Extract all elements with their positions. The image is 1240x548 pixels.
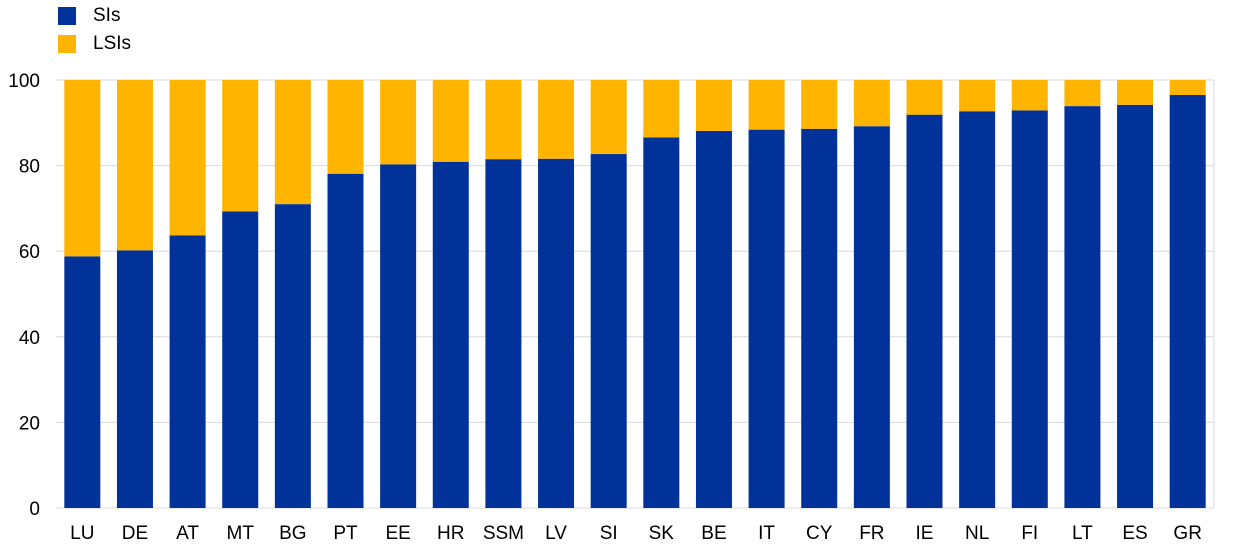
bar-sis-hr [432, 161, 469, 509]
bar-sis-fi [1011, 110, 1048, 508]
bar-sis-fr [853, 126, 890, 508]
bar-lsis-lu [64, 80, 101, 257]
x-tick-label-de: DE [122, 523, 148, 544]
bar-sis-nl [959, 111, 996, 508]
y-tick-label-60: 60 [19, 242, 40, 263]
x-tick-label-fi: FI [1021, 523, 1038, 544]
x-tick-label-fr: FR [859, 523, 884, 544]
legend-item-sis: SIs [58, 2, 131, 30]
bar-lsis-cy [801, 80, 838, 129]
bar-sis-gr [1169, 94, 1206, 508]
x-tick-label-mt: MT [227, 523, 255, 544]
bar-sis-pt [327, 173, 364, 508]
x-tick-label-it: IT [758, 523, 775, 544]
legend-label-sis: SIs [93, 5, 121, 26]
bar-sis-lv [538, 158, 575, 508]
bar-lsis-ssm [485, 80, 522, 160]
bar-lsis-fi [1011, 80, 1048, 111]
bar-sis-de [116, 250, 153, 508]
bar-lsis-gr [1169, 80, 1206, 95]
x-tick-label-lt: LT [1072, 523, 1093, 544]
bar-sis-lt [1064, 106, 1101, 508]
bar-lsis-de [116, 80, 153, 251]
x-tick-label-be: BE [701, 523, 726, 544]
bar-lsis-ee [380, 80, 417, 165]
legend-swatch-sis [58, 7, 76, 25]
legend: SIs LSIs [58, 2, 131, 58]
bar-sis-es [1117, 104, 1154, 508]
y-tick-label-80: 80 [19, 157, 40, 178]
x-tick-label-si: SI [600, 523, 618, 544]
bar-sis-ssm [485, 159, 522, 508]
x-tick-label-gr: GR [1173, 523, 1202, 544]
x-tick-label-lu: LU [70, 523, 94, 544]
x-tick-label-sk: SK [649, 523, 675, 544]
legend-item-lsis: LSIs [58, 30, 131, 58]
bar-sis-si [590, 154, 627, 508]
bar-sis-mt [222, 211, 259, 508]
bar-sis-ee [380, 164, 417, 509]
y-tick-label-20: 20 [19, 413, 40, 434]
x-tick-label-hr: HR [437, 523, 464, 544]
bar-lsis-it [748, 80, 785, 130]
bar-sis-it [748, 129, 785, 508]
x-tick-label-ee: EE [385, 523, 410, 544]
legend-swatch-lsis [58, 35, 76, 53]
bar-lsis-ie [906, 80, 943, 115]
bar-lsis-nl [959, 80, 996, 112]
bar-lsis-at [169, 80, 206, 236]
bar-lsis-lt [1064, 80, 1101, 107]
x-tick-label-pt: PT [333, 523, 358, 544]
x-tick-label-cy: CY [806, 523, 833, 544]
bar-lsis-mt [222, 80, 259, 212]
bar-lsis-si [590, 80, 627, 155]
bar-lsis-lv [538, 80, 575, 159]
bar-lsis-hr [432, 80, 469, 162]
legend-label-lsis: LSIs [93, 33, 132, 54]
x-tick-label-bg: BG [279, 523, 306, 544]
x-tick-label-lv: LV [545, 523, 567, 544]
x-tick-label-at: AT [176, 523, 199, 544]
bar-sis-sk [643, 137, 680, 509]
bar-lsis-be [695, 80, 732, 131]
bar-lsis-pt [327, 80, 364, 174]
bar-sis-be [695, 130, 732, 508]
bar-lsis-es [1117, 80, 1154, 105]
y-tick-label-40: 40 [19, 328, 40, 349]
bar-sis-cy [801, 128, 838, 509]
y-tick-label-0: 0 [29, 499, 40, 520]
bar-lsis-fr [853, 80, 890, 127]
bar-sis-lu [64, 256, 101, 508]
bar-sis-ie [906, 114, 943, 508]
bar-lsis-sk [643, 80, 680, 138]
y-tick-label-100: 100 [8, 71, 40, 92]
x-tick-label-ie: IE [916, 523, 934, 544]
bar-sis-at [169, 235, 206, 508]
x-tick-label-ssm: SSM [483, 523, 524, 544]
x-tick-label-es: ES [1122, 523, 1147, 544]
bar-sis-bg [274, 204, 311, 508]
x-tick-label-nl: NL [965, 523, 989, 544]
bar-lsis-bg [274, 80, 311, 205]
